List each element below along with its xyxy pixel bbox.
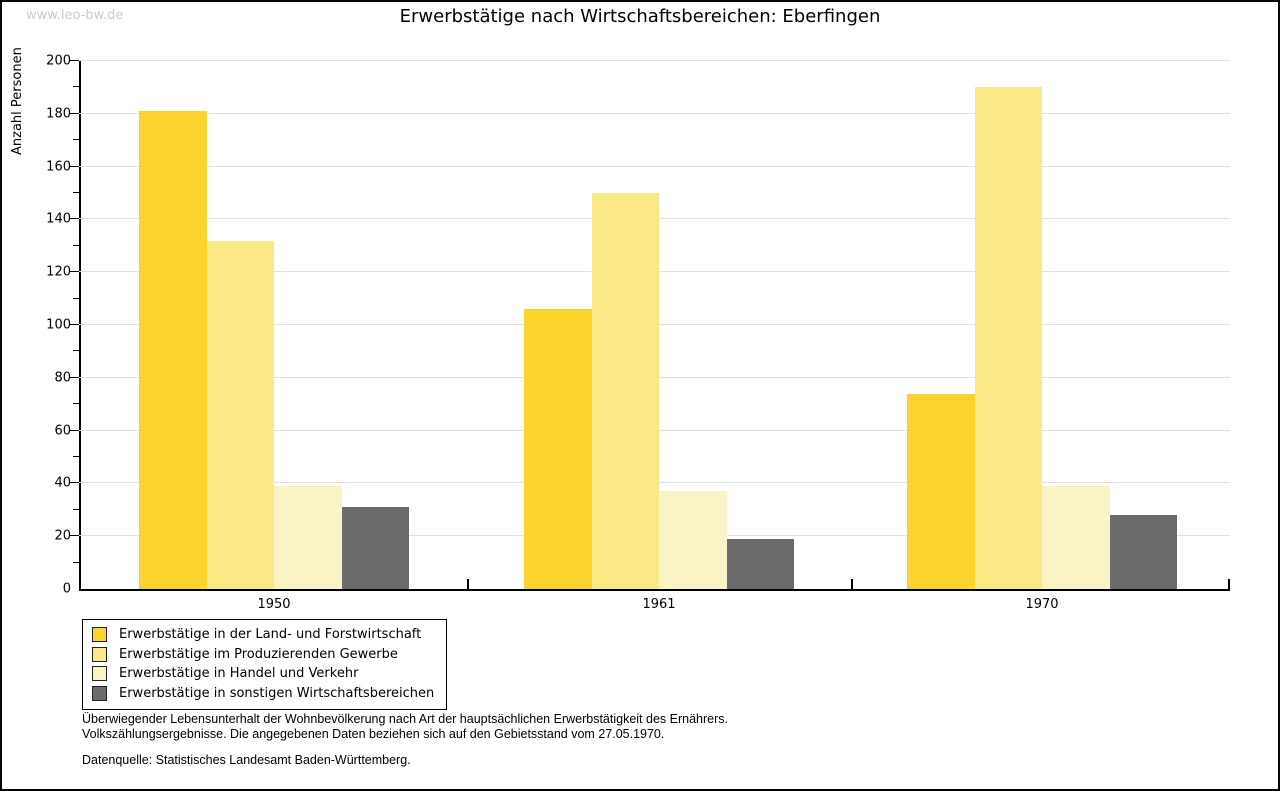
y-axis-tick <box>70 165 79 167</box>
legend-swatch-series-4 <box>92 685 107 701</box>
y-axis-tick <box>73 508 79 510</box>
y-axis-tick <box>70 376 79 378</box>
gridline <box>79 165 1230 167</box>
y-axis-tick <box>73 139 79 141</box>
legend-item: Erwerbstätige in sonstigen Wirtschaftsbe… <box>92 684 434 704</box>
x-axis-tick <box>850 579 853 589</box>
bar-1961-series-1 <box>524 309 592 589</box>
footnote-line-1: Überwiegender Lebensunterhalt der Wohnbe… <box>82 712 728 726</box>
bar-1950-series-3 <box>274 486 342 589</box>
y-axis-tick <box>70 218 79 220</box>
footnote-source: Datenquelle: Statistisches Landesamt Bad… <box>82 753 411 767</box>
y-tick-label: 140 <box>46 211 71 227</box>
y-tick-label: 160 <box>46 159 71 175</box>
footnote-spacer <box>82 741 728 753</box>
bar-1970-series-4 <box>1109 515 1177 589</box>
y-tick-label: 60 <box>54 423 71 439</box>
bar-1970-series-1 <box>907 393 975 589</box>
bar-1950-series-1 <box>139 111 207 589</box>
bar-1950-series-2 <box>206 240 274 589</box>
y-axis-tick <box>70 482 79 484</box>
y-axis-tick <box>73 244 79 246</box>
bar-1970-series-3 <box>1042 486 1110 589</box>
plot-area: 0 20 40 60 80 100 120 140 160 180 200 1950 1961 1970 <box>46 54 1230 612</box>
y-axis-tick <box>73 456 79 457</box>
y-axis-tick <box>73 297 79 299</box>
y-axis-tick <box>70 535 79 537</box>
legend-label: Erwerbstätige in sonstigen Wirtschaftsbe… <box>119 685 435 701</box>
legend-item: Erwerbstätige im Produzierenden Gewerbe <box>92 645 434 665</box>
y-axis-tick <box>70 271 79 273</box>
footnote-line-2: Volkszählungsergebnisse. Die angegebenen… <box>82 726 665 741</box>
y-axis-tick <box>70 112 79 114</box>
y-axis-tick <box>73 561 79 563</box>
legend-label: Erwerbstätige im Produzierenden Gewerbe <box>119 646 398 662</box>
legend-item: Erwerbstätige in Handel und Verkehr <box>92 664 434 684</box>
watermark-url: www.leo-bw.de <box>26 8 124 23</box>
chart-title: Erwerbstätige nach Wirtschaftsbereichen:… <box>399 6 881 27</box>
y-axis-tick <box>73 192 79 193</box>
footnotes: Überwiegender Lebensunterhalt der Wohnbe… <box>82 712 728 768</box>
bar-1950-series-4 <box>341 507 409 589</box>
x-category-label: 1950 <box>257 597 291 612</box>
y-tick-label: 200 <box>46 53 71 69</box>
y-axis-tick <box>73 403 79 405</box>
legend-label: Erwerbstätige in der Land- und Forstwirt… <box>119 627 422 643</box>
x-category-label: 1961 <box>642 597 676 612</box>
legend: Erwerbstätige in der Land- und Forstwirt… <box>82 619 448 710</box>
y-axis-tick <box>70 324 79 325</box>
y-tick-label: 180 <box>46 106 71 122</box>
y-tick-label: 20 <box>54 528 71 544</box>
x-axis-tick <box>466 579 469 589</box>
y-axis-label: Anzahl Personen <box>10 47 25 155</box>
y-tick-label: 80 <box>54 370 71 386</box>
x-category-label: 1970 <box>1025 597 1059 612</box>
bar-1961-series-4 <box>726 538 794 589</box>
legend-swatch-series-2 <box>92 646 107 662</box>
legend-swatch-series-1 <box>92 627 107 643</box>
y-tick-label: 0 <box>62 581 71 597</box>
x-axis-tick <box>1228 579 1230 589</box>
gridline <box>79 60 1230 61</box>
y-tick-label: 100 <box>46 317 71 333</box>
y-axis-line <box>79 61 81 589</box>
bar-1961-series-2 <box>591 193 659 589</box>
legend-item: Erwerbstätige in der Land- und Forstwirt… <box>92 625 434 645</box>
x-axis-line <box>79 589 1230 591</box>
y-axis-tick <box>70 60 79 61</box>
y-axis-tick <box>70 429 79 431</box>
bar-1970-series-2 <box>974 87 1042 589</box>
y-axis-tick <box>73 350 79 352</box>
y-tick-label: 40 <box>54 475 71 491</box>
legend-swatch-series-3 <box>92 666 107 682</box>
bar-1961-series-3 <box>659 491 727 589</box>
y-tick-label: 120 <box>46 264 71 280</box>
y-axis-tick <box>73 86 79 88</box>
legend-label: Erwerbstätige in Handel und Verkehr <box>119 666 359 682</box>
gridline <box>79 112 1230 114</box>
